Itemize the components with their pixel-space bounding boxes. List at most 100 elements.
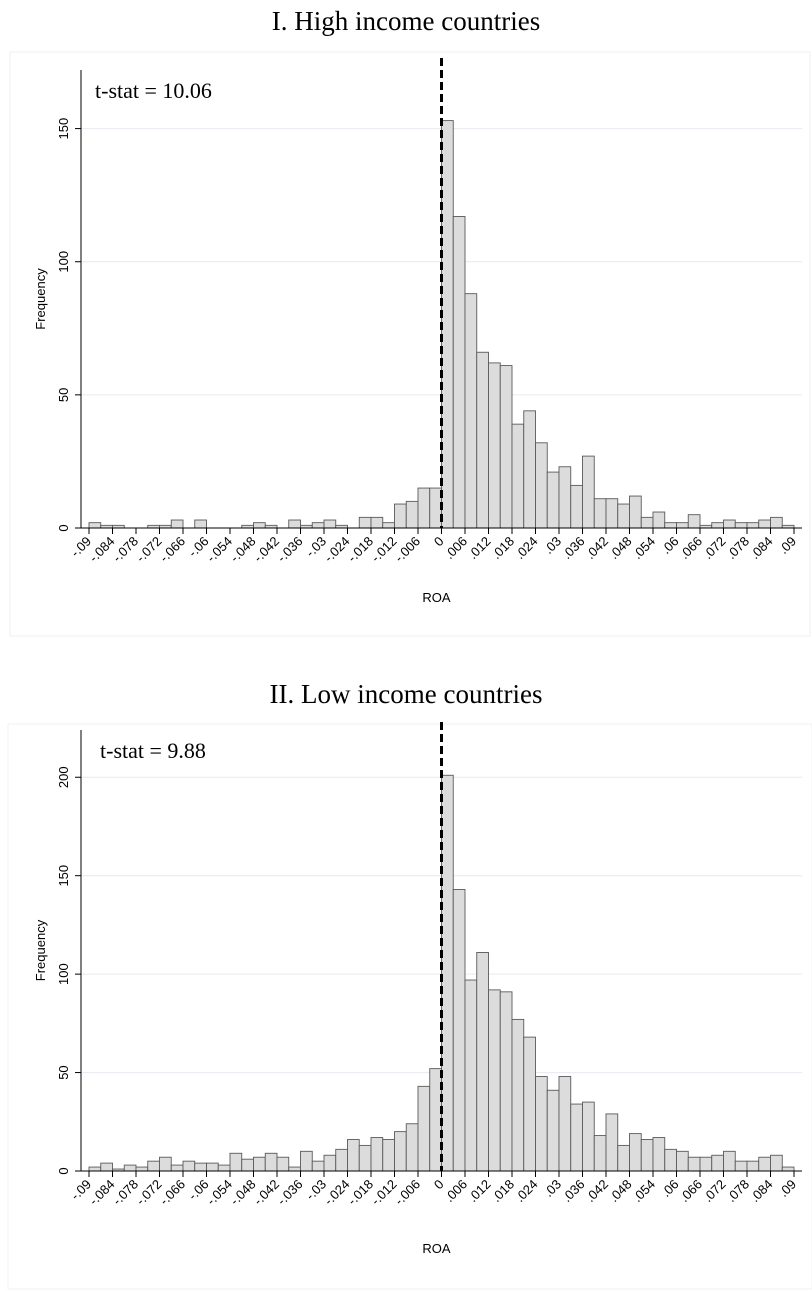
histogram-bar [758, 519, 771, 529]
histogram-bar [570, 1103, 583, 1172]
histogram-bar [535, 442, 548, 529]
histogram-bar [652, 511, 666, 529]
histogram-bar [135, 1166, 149, 1172]
histogram-bar [476, 351, 489, 529]
histogram-bar [711, 1154, 724, 1172]
histogram-bar [770, 1154, 783, 1172]
histogram-bar [640, 516, 654, 529]
histogram-bar [593, 1135, 607, 1172]
histogram-bar [687, 1156, 701, 1172]
histogram-bar [405, 1123, 419, 1172]
chart-frame [9, 51, 811, 637]
histogram-bar [229, 1152, 243, 1172]
y-tick-label: 150 [56, 865, 71, 887]
histogram-bar [311, 1160, 325, 1172]
histogram-bar [417, 1085, 431, 1172]
chart-1-title: I. High income countries [271, 6, 541, 36]
histogram-bar [582, 455, 595, 529]
y-axis-title: Frequency [33, 919, 48, 981]
histogram-bar [734, 1160, 748, 1172]
histogram-bar [253, 522, 266, 529]
t-stat-annotation: t-stat = 9.88 [100, 738, 206, 763]
histogram-bar [582, 1101, 595, 1172]
chart-frame [7, 723, 812, 1290]
histogram-bar [170, 1164, 184, 1172]
histogram-bar [311, 522, 325, 529]
histogram-bar [699, 1156, 713, 1172]
t-stat-annotation: t-stat = 10.06 [95, 78, 212, 103]
histogram-bar [617, 503, 630, 529]
histogram-bar [170, 519, 184, 529]
histogram-bar [288, 1166, 301, 1172]
histogram-bar [241, 1158, 254, 1172]
histogram-bar [535, 1076, 548, 1172]
histogram-bar [464, 979, 478, 1172]
y-tick-label: 100 [56, 963, 71, 985]
histogram-bar [605, 498, 619, 529]
histogram-bar [100, 1162, 113, 1172]
histogram-bar [441, 774, 454, 1172]
y-tick-label: 50 [56, 1065, 71, 1079]
histogram-bar [452, 216, 466, 529]
histogram-bar [182, 1160, 196, 1172]
histogram-bar [523, 1036, 536, 1172]
x-axis-title: ROA [422, 1241, 451, 1256]
x-axis-title: ROA [422, 590, 451, 605]
histogram-bar [288, 519, 301, 529]
histogram-bar [194, 519, 207, 529]
histogram-bar [441, 120, 454, 529]
histogram-bar [429, 487, 442, 529]
histogram-bar [358, 516, 372, 529]
histogram-bar [394, 503, 407, 529]
chart-2-title: II. Low income countries [269, 679, 543, 709]
t-stat-box [84, 732, 259, 770]
histogram-bar [523, 410, 536, 529]
histogram-bar [723, 1150, 736, 1172]
histogram-bar [758, 1156, 771, 1172]
y-tick-label: 50 [56, 388, 71, 402]
histogram-bar [511, 423, 525, 529]
histogram-bar [746, 1160, 760, 1172]
histogram-high-income: 050100150-.09-.084-.078-.072-.066-.06-.0… [9, 51, 811, 637]
histogram-bar [770, 516, 783, 529]
histogram-bar [488, 362, 501, 529]
histogram-bar [88, 1166, 102, 1172]
histogram-bar [499, 365, 513, 529]
histogram-bar [605, 1113, 619, 1172]
histogram-bar [358, 1144, 372, 1172]
histogram-bar [382, 1139, 395, 1172]
histogram-bar [405, 500, 419, 529]
histogram-bar [370, 516, 384, 529]
histogram-bar [394, 1131, 407, 1172]
histogram-bar [546, 471, 560, 529]
histogram-bar [276, 1156, 290, 1172]
histogram-bar [323, 519, 337, 529]
histogram-bar [347, 1139, 360, 1172]
y-tick-label: 100 [56, 251, 71, 273]
y-tick-label: 0 [56, 1167, 71, 1174]
histogram-bar [429, 1068, 442, 1172]
histogram-bar [781, 1166, 795, 1172]
histogram-bar [711, 522, 724, 529]
histogram-bar [88, 522, 102, 529]
histogram-bar [335, 1148, 348, 1172]
histogram-bar [734, 522, 748, 529]
histogram-bar [499, 991, 513, 1172]
histogram-bar [253, 1156, 266, 1172]
histogram-bar [629, 1133, 642, 1172]
histogram-bar [640, 1139, 654, 1172]
histogram-bar [417, 487, 431, 529]
histogram-bar [194, 1162, 207, 1172]
histogram-bar [511, 1018, 525, 1172]
y-tick-label: 150 [56, 118, 71, 140]
histogram-bar [546, 1089, 560, 1172]
histogram-bar [123, 1164, 137, 1172]
histogram-bar [147, 1160, 160, 1172]
histogram-bar [617, 1144, 630, 1172]
histogram-bar [629, 495, 642, 529]
histogram-bar [558, 466, 572, 529]
histogram-bar [159, 1156, 172, 1172]
histogram-bar [676, 1150, 689, 1172]
histogram-bar [593, 498, 607, 529]
y-tick-label: 200 [56, 766, 71, 788]
